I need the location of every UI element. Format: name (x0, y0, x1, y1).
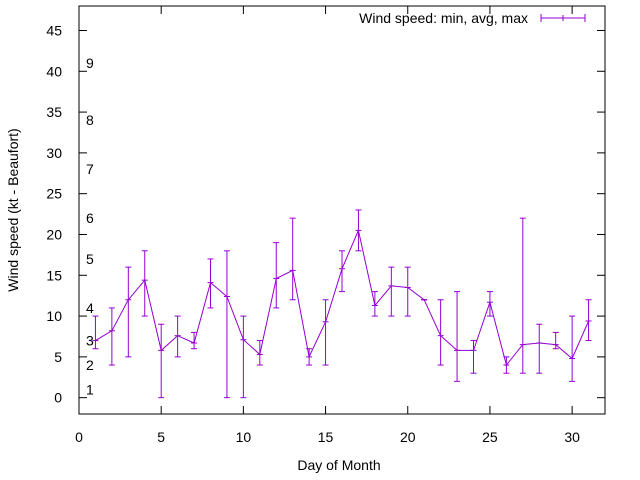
plot-frame (78, 5, 606, 415)
y-tick-label: 30 (46, 145, 62, 161)
error-bar-point (486, 291, 493, 317)
error-bar-point (437, 299, 444, 366)
error-bar-point (503, 356, 510, 374)
error-bar-point (108, 307, 115, 366)
beaufort-label: 3 (86, 333, 94, 349)
y-tick-label: 45 (46, 22, 62, 38)
error-bar-point (322, 299, 329, 366)
error-bar-point (158, 323, 165, 399)
x-tick-label: 0 (75, 429, 83, 445)
beaufort-label: 6 (86, 210, 94, 226)
y-tick-label: 40 (46, 63, 62, 79)
y-tick-label: 5 (54, 349, 62, 365)
x-tick-label: 30 (564, 429, 580, 445)
x-tick-label: 15 (318, 429, 334, 445)
error-bar-point (289, 217, 296, 301)
beaufort-label: 8 (86, 112, 94, 128)
beaufort-label: 5 (86, 251, 94, 267)
beaufort-label: 1 (86, 382, 94, 398)
error-bar-point (273, 242, 280, 309)
x-tick-label: 25 (482, 429, 498, 445)
error-bar-point (355, 209, 362, 252)
y-tick-label: 35 (46, 104, 62, 120)
beaufort-label: 2 (86, 357, 94, 373)
error-bar-point (339, 250, 345, 293)
error-bar-point (585, 299, 592, 342)
x-tick-label: 10 (236, 429, 252, 445)
error-bar-point (174, 315, 181, 358)
y-tick-label: 0 (54, 390, 62, 406)
error-bar-point (306, 348, 313, 366)
error-bar-point (470, 340, 477, 374)
error-bar-point (141, 250, 148, 317)
error-bar-point (92, 315, 99, 350)
y-tick-label: 20 (46, 226, 62, 242)
error-bar-point (125, 266, 132, 358)
y-tick-label: 10 (46, 308, 62, 324)
x-tick-label: 20 (400, 429, 416, 445)
error-bar-point (240, 315, 247, 399)
error-bar-point (191, 331, 198, 350)
y-axis-label: Wind speed (kt - Beaufort) (5, 128, 21, 291)
error-bar-point (454, 291, 461, 382)
error-bar-point (223, 250, 230, 399)
y-tick-label: 15 (46, 267, 62, 283)
y-tick-label: 25 (46, 186, 62, 202)
x-axis-label: Day of Month (297, 457, 380, 473)
error-bar-point (569, 315, 576, 382)
error-bar-point (256, 340, 263, 366)
error-bar-point (371, 291, 378, 317)
error-bar-point (207, 258, 214, 309)
beaufort-label: 9 (86, 55, 94, 71)
error-bar-point (536, 323, 543, 374)
error-bar-point (519, 217, 526, 374)
beaufort-label: 4 (86, 300, 94, 316)
error-bar-point (388, 266, 395, 317)
beaufort-label: 7 (86, 161, 94, 177)
x-tick-label: 5 (157, 429, 165, 445)
error-bar-point (552, 331, 559, 350)
error-bar-point (404, 266, 411, 317)
legend: Wind speed: min, avg, max (359, 10, 586, 26)
legend-label: Wind speed: min, avg, max (359, 10, 528, 26)
